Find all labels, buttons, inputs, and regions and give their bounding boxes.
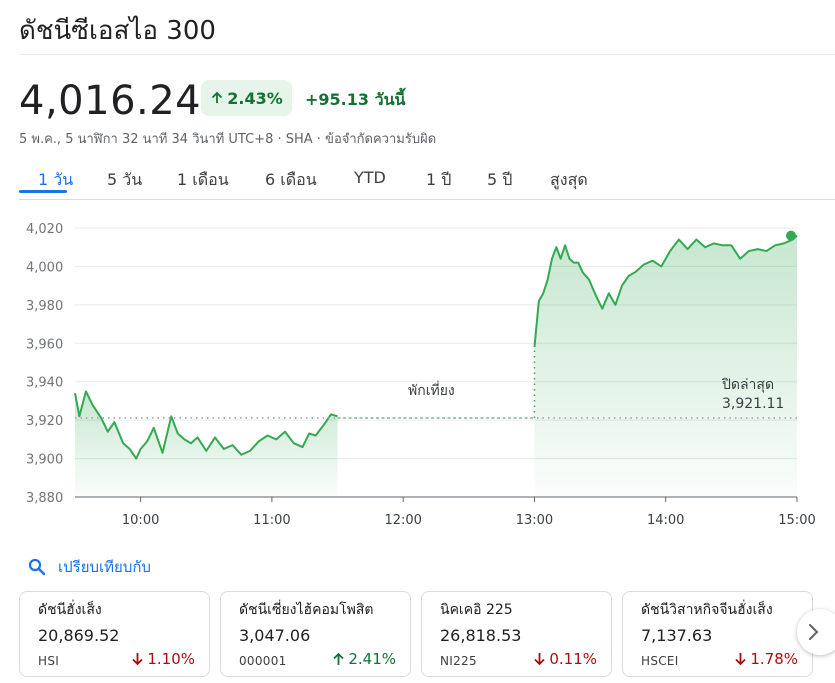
next-cards-button[interactable]	[797, 609, 835, 655]
card-change: 2.41%	[332, 650, 396, 668]
card-value: 7,137.63	[641, 626, 713, 645]
card-symbol: HSCEI	[641, 654, 679, 668]
morning-session-area	[75, 391, 338, 497]
arrow-up-icon	[333, 652, 344, 665]
quote-meta: 5 พ.ค., 5 นาฬิกา 32 นาที 34 วินาที UTC+8…	[19, 132, 437, 147]
card-value: 3,047.06	[239, 626, 311, 645]
y-tick-label: 3,900	[26, 453, 63, 468]
card-change: 1.78%	[734, 650, 798, 668]
tab-6m[interactable]: 6 เดือน	[265, 170, 317, 189]
page-title: ดัชนีซีเอสไอ 300	[19, 16, 216, 46]
y-tick-label: 3,880	[26, 491, 63, 506]
arrow-down-icon	[132, 653, 143, 666]
related-card-hsi[interactable]: ดัชนีฮั่งเส็ง 20,869.52 HSI 1.10%	[19, 591, 210, 677]
compare-button[interactable]: เปรียบเทียบกับ	[28, 555, 151, 579]
previous-close-label: ปิดล่าสุด	[722, 377, 775, 393]
x-tick-label: 11:00	[253, 513, 290, 528]
card-symbol: 000001	[239, 654, 287, 668]
tab-5d[interactable]: 5 วัน	[107, 170, 143, 189]
x-axis: 10:00 11:00 12:00 13:00 14:00 15:00	[75, 496, 816, 528]
y-tick-label: 3,940	[26, 376, 63, 391]
y-tick-label: 4,000	[26, 260, 63, 275]
chevron-right-icon	[809, 624, 819, 640]
card-change-value: 0.11%	[549, 650, 597, 668]
y-tick-label: 3,980	[26, 299, 63, 314]
arrow-down-icon	[735, 653, 746, 666]
card-change: 0.11%	[533, 650, 597, 668]
related-card-hscei[interactable]: ดัชนีวิสาหกิจจีนฮั่งเส็ง 7,137.63 HSCEI …	[622, 591, 813, 677]
percent-change-value: 2.43%	[227, 88, 283, 108]
card-change-value: 1.78%	[750, 650, 798, 668]
tabs-divider	[19, 199, 835, 200]
x-tick-label: 12:00	[384, 513, 421, 528]
compare-label: เปรียบเทียบกับ	[58, 558, 151, 576]
related-card-000001[interactable]: ดัชนีเซี่ยงไฮ้คอมโพสิต 3,047.06 000001 2…	[220, 591, 411, 677]
card-value: 26,818.53	[440, 626, 522, 645]
card-symbol: HSI	[38, 654, 60, 668]
y-tick-label: 3,920	[26, 414, 63, 429]
x-tick-label: 15:00	[778, 513, 815, 528]
card-name: ดัชนีฮั่งเส็ง	[38, 602, 102, 618]
percent-change-badge: 2.43%	[201, 80, 292, 116]
card-name: ดัชนีวิสาหกิจจีนฮั่งเส็ง	[641, 602, 773, 618]
chart-annotations: พักเที่ยง ปิดล่าสุด 3,921.11	[408, 377, 784, 412]
active-tab-indicator	[19, 190, 67, 193]
chart-series	[74, 230, 798, 497]
y-axis-labels: 4,020 4,000 3,980 3,960 3,940 3,920 3,900 3,880	[26, 222, 63, 506]
y-tick-label: 4,020	[26, 222, 63, 237]
lunch-break-label: พักเที่ยง	[408, 381, 455, 399]
card-change-value: 1.10%	[147, 650, 195, 668]
x-tick-label: 14:00	[647, 513, 684, 528]
card-symbol: NI225	[440, 654, 477, 668]
tab-1y[interactable]: 1 ปี	[426, 170, 452, 189]
card-change: 1.10%	[131, 650, 195, 668]
current-point-marker	[786, 230, 796, 241]
card-value: 20,869.52	[38, 626, 120, 645]
tab-max[interactable]: สูงสุด	[550, 170, 588, 189]
card-change-value: 2.41%	[348, 650, 396, 668]
y-tick-label: 3,960	[26, 337, 63, 352]
morning-session-line	[74, 390, 338, 460]
search-icon	[28, 558, 46, 576]
previous-close-value: 3,921.11	[722, 396, 784, 412]
tab-ytd[interactable]: YTD	[354, 168, 386, 187]
x-tick-label: 10:00	[122, 513, 159, 528]
card-name: ดัชนีเซี่ยงไฮ้คอมโพสิต	[239, 602, 374, 618]
afternoon-session-line	[533, 234, 798, 348]
x-tick-label: 13:00	[516, 513, 553, 528]
tab-1d[interactable]: 1 วัน	[38, 170, 74, 189]
tab-5y[interactable]: 5 ปี	[487, 170, 513, 189]
current-price: 4,016.24	[19, 78, 202, 124]
absolute-change: +95.13 วันนี้	[305, 90, 406, 109]
tab-1m[interactable]: 1 เดือน	[177, 170, 229, 189]
price-chart[interactable]: 4,020 4,000 3,980 3,960 3,940 3,920 3,900 3,880…	[0, 200, 835, 535]
arrow-up-icon	[212, 91, 223, 103]
title-divider	[19, 54, 835, 55]
arrow-down-icon	[534, 653, 545, 666]
related-card-ni225[interactable]: นิคเคอิ 225 26,818.53 NI225 0.11%	[421, 591, 612, 677]
afternoon-session-area	[534, 235, 797, 497]
card-name: นิคเคอิ 225	[440, 602, 513, 618]
